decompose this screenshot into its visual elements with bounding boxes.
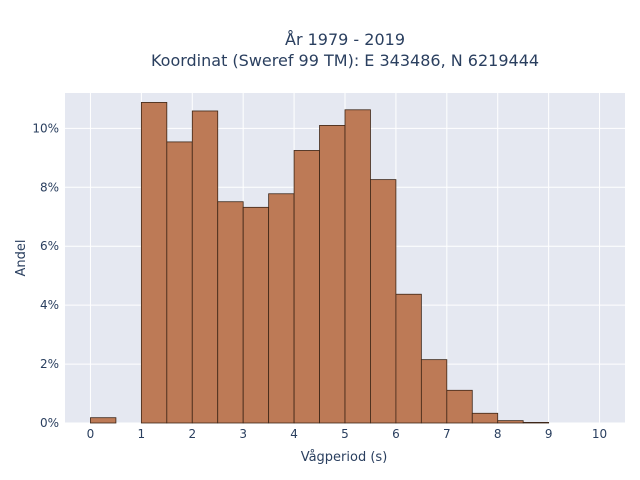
bar-7 [268, 193, 295, 424]
x-tick-label-3: 3 [239, 427, 247, 441]
y-tick-label-4: 8% [40, 180, 59, 194]
bars [90, 102, 550, 424]
bar-9 [319, 125, 346, 424]
chart-title-line2: Koordinat (Sweref 99 TM): E 343486, N 62… [151, 51, 539, 70]
bar-3 [166, 141, 193, 424]
bar-12 [395, 293, 422, 424]
bar-0 [90, 417, 117, 424]
x-tick-label-0: 0 [87, 427, 95, 441]
y-tick-label-5: 10% [32, 121, 59, 135]
bar-5 [217, 201, 244, 424]
y-axis-ticks: 0% 2% 4% 6% 8% 10% [32, 121, 59, 430]
x-axis-label: Vågperiod (s) [301, 450, 388, 465]
chart-title-line1: År 1979 - 2019 [285, 30, 405, 49]
bar-10 [344, 109, 371, 424]
bar-11 [370, 179, 397, 424]
y-tick-label-1: 2% [40, 357, 59, 371]
y-tick-label-2: 4% [40, 298, 59, 312]
y-tick-label-3: 6% [40, 239, 59, 253]
bar-15 [471, 412, 499, 424]
x-tick-label-6: 6 [392, 427, 400, 441]
x-tick-label-8: 8 [494, 427, 502, 441]
x-tick-label-1: 1 [138, 427, 146, 441]
y-axis-label: Andel [14, 240, 29, 277]
bar-2 [140, 102, 168, 424]
bar-8 [293, 150, 320, 424]
y-tick-label-0: 0% [40, 416, 59, 430]
x-tick-label-7: 7 [443, 427, 451, 441]
x-tick-label-4: 4 [290, 427, 298, 441]
bar-4 [191, 110, 219, 424]
bar-16 [497, 420, 524, 424]
x-axis-ticks: 0 1 2 3 4 5 6 7 8 9 10 [87, 427, 608, 441]
x-tick-label-10: 10 [592, 427, 607, 441]
bar-6 [242, 206, 270, 424]
bar-17 [522, 422, 550, 424]
x-tick-label-9: 9 [545, 427, 553, 441]
bar-14 [446, 389, 473, 424]
x-tick-label-5: 5 [341, 427, 349, 441]
bar-13 [420, 359, 448, 424]
x-tick-label-2: 2 [188, 427, 196, 441]
